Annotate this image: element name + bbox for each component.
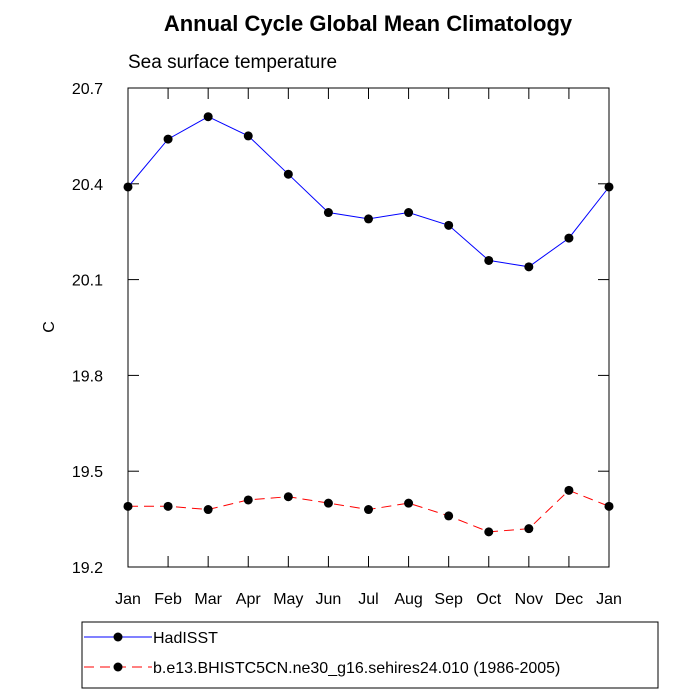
- x-tick-label: Aug: [394, 591, 422, 608]
- x-tick-label: Jan: [115, 591, 141, 608]
- y-tick-label: 19.8: [72, 368, 103, 385]
- axis-ticks: Jan Feb Mar Apr May Jun Jul Aug Sep Oct Nov Dec Jan 1…: [72, 81, 622, 608]
- x-tick-label: Apr: [236, 591, 262, 608]
- y-axis-label: C: [41, 321, 58, 333]
- series-line-0: [127, 116, 610, 268]
- series-0-point: [564, 233, 574, 243]
- series-0-point: [524, 262, 534, 272]
- series-1-point: [123, 501, 133, 511]
- legend-box: [81, 621, 659, 689]
- y-tick-label: 20.1: [72, 273, 103, 290]
- series-0-point: [444, 220, 454, 230]
- x-tick-label: Feb: [154, 591, 182, 608]
- series-0-point: [283, 169, 293, 179]
- series-0-point: [484, 255, 494, 265]
- x-tick-label: Jan: [596, 591, 622, 608]
- series-1-point: [203, 505, 213, 515]
- y-tick-label: 19.5: [72, 464, 103, 481]
- x-tick-label: Dec: [555, 591, 583, 608]
- series-0-point: [163, 134, 173, 144]
- series-0-point: [404, 208, 414, 218]
- x-tick-label: Mar: [194, 591, 222, 608]
- series-0-point: [243, 131, 253, 141]
- series-0-point: [123, 182, 133, 192]
- legend-marker-model: [113, 662, 123, 672]
- x-tick-label: Jun: [316, 591, 342, 608]
- series-1-point: [444, 511, 454, 521]
- y-tick-label: 20.7: [72, 81, 103, 98]
- series-1-point: [484, 527, 494, 537]
- x-tick-label: Nov: [515, 591, 543, 608]
- series-1-point: [283, 492, 293, 502]
- series-1-point: [564, 485, 574, 495]
- series-0-point: [604, 182, 614, 192]
- x-tick-label: Oct: [476, 591, 501, 608]
- series-1-point: [404, 498, 414, 508]
- series-1-point: [604, 501, 614, 511]
- legend: HadISST b.e13.BHISTC5CN.ne30_g16.sehires…: [81, 621, 659, 689]
- series-1-point: [364, 505, 373, 515]
- y-tick-label: 20.4: [72, 177, 103, 194]
- series-1-point: [163, 501, 173, 511]
- series-0-point: [203, 112, 213, 122]
- series-1-point: [323, 498, 333, 508]
- series-0-point: [323, 208, 333, 218]
- plot-frame: [127, 87, 610, 568]
- legend-label-model: b.e13.BHISTC5CN.ne30_g16.sehires24.010 (…: [153, 660, 560, 677]
- legend-marker-hadisst: [113, 632, 123, 642]
- chart-subtitle: Sea surface temperature: [128, 52, 337, 73]
- series-1-point: [243, 495, 253, 505]
- legend-label-hadisst: HadISST: [153, 630, 218, 647]
- series-1-point: [524, 524, 534, 534]
- series-layer: [123, 112, 614, 537]
- series-0-point: [364, 214, 373, 224]
- y-tick-label: 19.2: [72, 560, 103, 577]
- x-tick-label: May: [273, 591, 303, 608]
- x-tick-label: Sep: [434, 591, 463, 608]
- x-tick-label: Jul: [358, 591, 378, 608]
- chart-title: Annual Cycle Global Mean Climatology: [164, 11, 573, 36]
